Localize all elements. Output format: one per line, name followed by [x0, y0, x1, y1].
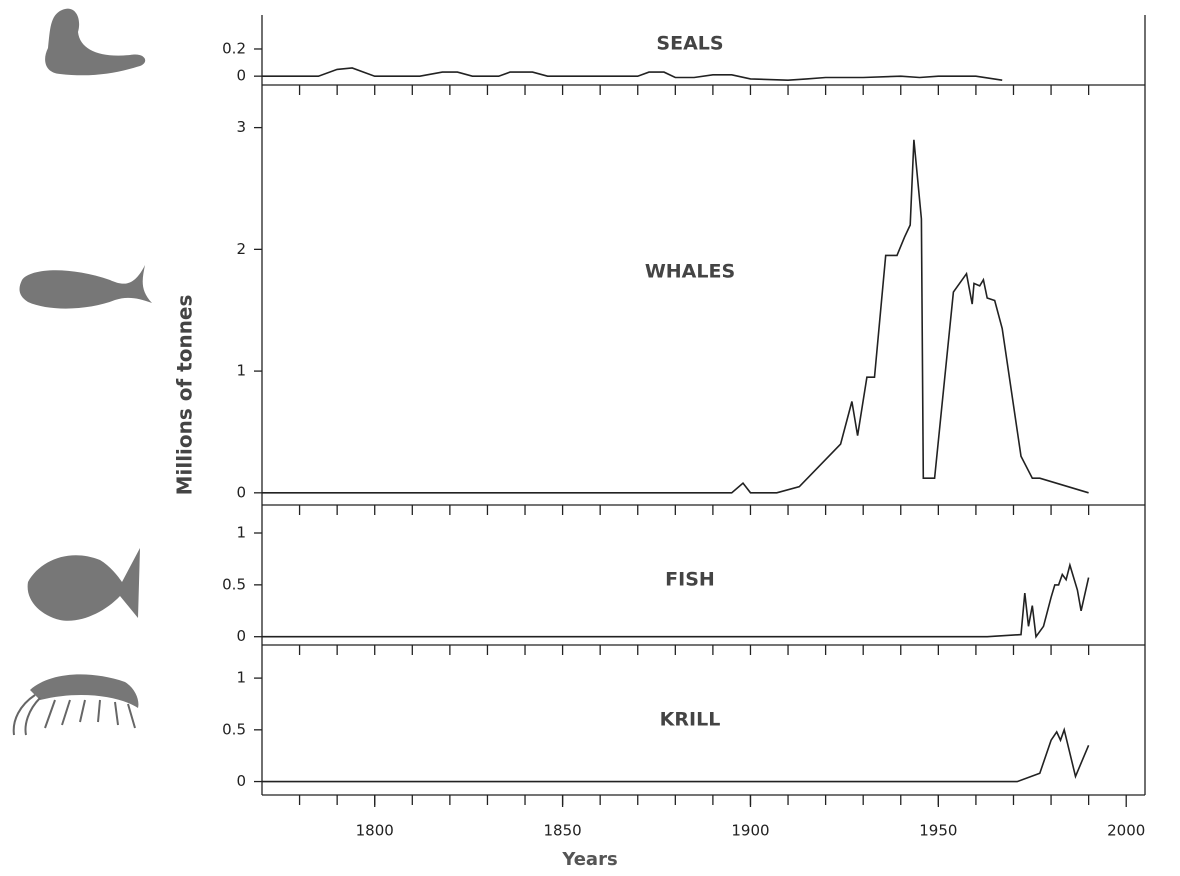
krill-legs	[12, 694, 136, 736]
y-tick-label: 3	[236, 118, 246, 136]
x-tick-label: 1900	[731, 822, 769, 840]
y-tick-label: 1	[236, 669, 246, 687]
panel-title: FISH	[665, 569, 715, 591]
y-tick-label: 0.2	[222, 39, 246, 57]
whale-icon	[19, 265, 152, 309]
x-tick-label: 2000	[1107, 822, 1145, 840]
data-line	[262, 67, 1003, 82]
seal-icon	[45, 8, 146, 76]
y-tick-label: 0	[236, 67, 246, 85]
x-axis-label: Years	[561, 849, 617, 870]
x-tick-label: 1950	[919, 822, 957, 840]
y-axis-label: Millions of tonnes	[173, 295, 197, 496]
y-tick-label: 0	[236, 772, 246, 790]
animal-icons	[12, 8, 152, 736]
panel-title: WHALES	[645, 261, 735, 283]
data-line	[262, 562, 1090, 639]
panel-title: SEALS	[656, 33, 723, 55]
x-tick-label: 1800	[356, 822, 394, 840]
y-tick-label: 0.5	[222, 720, 246, 738]
y-tick-label: 1	[236, 362, 246, 380]
y-tick-label: 2	[236, 240, 246, 258]
data-line	[262, 727, 1090, 783]
data-line	[262, 139, 1089, 494]
x-tick-label: 1850	[544, 822, 582, 840]
y-tick-label: 0	[236, 483, 246, 501]
panel-title: KRILL	[660, 709, 721, 731]
y-tick-label: 0.5	[222, 575, 246, 593]
krill-icon	[30, 674, 139, 708]
y-tick-label: 0	[236, 627, 246, 645]
fish-icon	[27, 548, 141, 621]
y-tick-label: 1	[236, 524, 246, 542]
